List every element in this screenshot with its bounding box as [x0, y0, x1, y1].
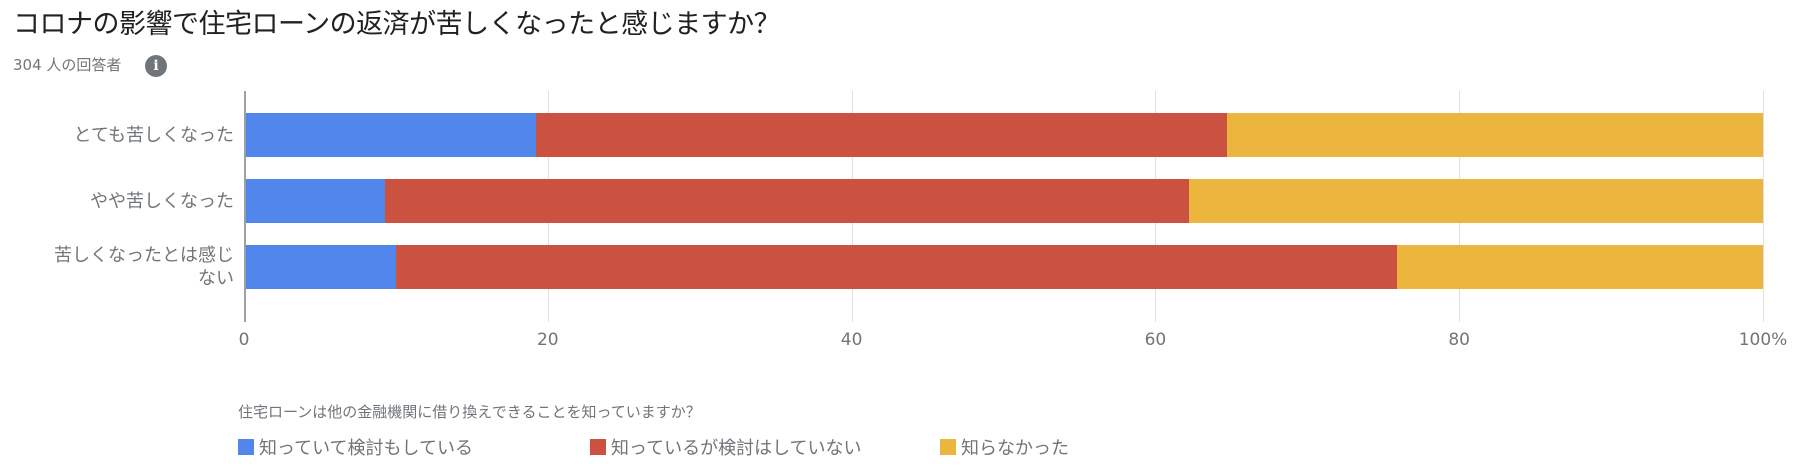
bar-segment[interactable] — [395, 245, 1397, 289]
gridline — [1763, 91, 1764, 322]
x-tick-label: 40 — [840, 330, 863, 350]
bar-segment[interactable] — [244, 245, 396, 289]
category-label: とても苦しくなった — [73, 124, 234, 146]
x-tick-label: 20 — [536, 330, 559, 350]
chart-title: コロナの影響で住宅ローンの返済が苦しくなったと感じますか？ — [13, 9, 781, 40]
legend-label: 知らなかった — [961, 438, 1069, 459]
legend-item[interactable]: 知らなかった — [940, 434, 1069, 460]
bar-segment[interactable] — [1396, 245, 1763, 289]
legend-item[interactable]: 知っていて検討もしている — [238, 434, 473, 460]
bar-row — [244, 245, 1763, 289]
legend-label: 知っていて検討もしている — [259, 438, 474, 459]
legend-swatch-icon — [238, 439, 254, 455]
category-label: やや苦しくなった — [90, 190, 234, 212]
category-label: 苦しくなったとは感じ ない — [54, 245, 234, 289]
bar-segment[interactable] — [535, 113, 1227, 157]
x-tick-label: 80 — [1448, 330, 1471, 350]
legend-label: 知っているが検討はしていない — [611, 438, 862, 459]
legend-title: 住宅ローンは他の金融機関に借り換えできることを知っていますか？ — [238, 403, 701, 421]
bar-segment[interactable] — [385, 179, 1189, 223]
x-tick-label: 100% — [1738, 330, 1788, 350]
x-tick-label: 60 — [1144, 330, 1167, 350]
legend-swatch-icon — [590, 439, 606, 455]
respondent-count: 304 人の回答者 — [13, 56, 122, 74]
bar-row — [244, 113, 1763, 157]
plot-area — [244, 91, 1764, 322]
bar-segment[interactable] — [244, 179, 386, 223]
info-icon[interactable]: i — [145, 55, 167, 77]
x-tick-label: 0 — [238, 330, 250, 350]
y-axis-line — [244, 91, 246, 322]
bar-segment[interactable] — [244, 113, 536, 157]
legend-swatch-icon — [940, 439, 956, 455]
legend-item[interactable]: 知っているが検討はしていない — [590, 434, 862, 460]
bar-row — [244, 179, 1763, 223]
bar-segment[interactable] — [1188, 179, 1763, 223]
bar-segment[interactable] — [1226, 113, 1763, 157]
